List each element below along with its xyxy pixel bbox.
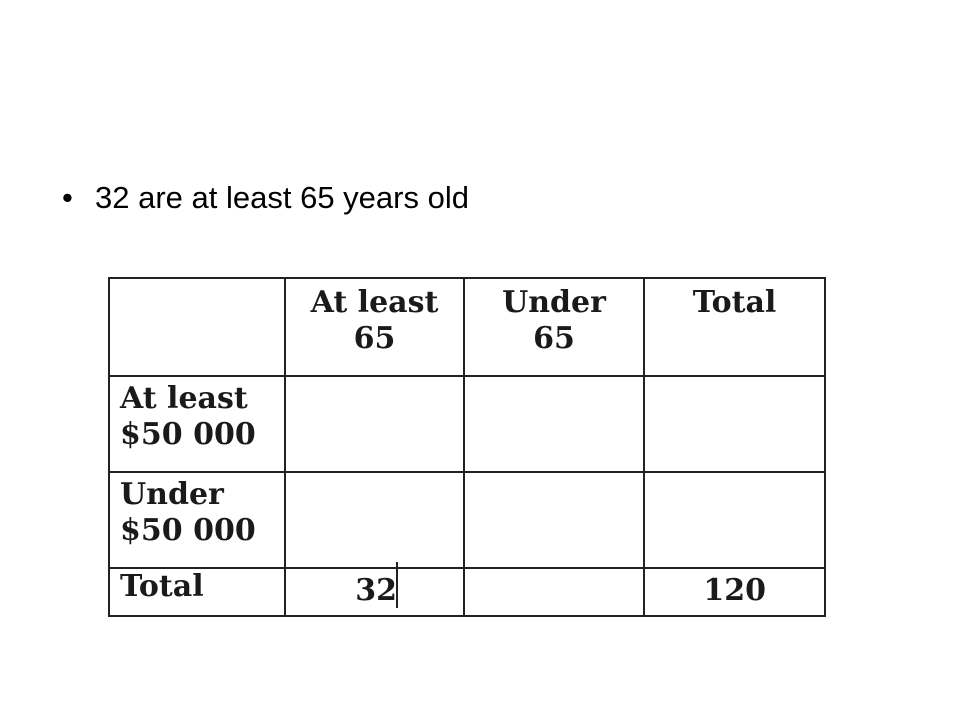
cell <box>284 471 465 569</box>
cell-divider <box>396 562 398 608</box>
row-header: At least $50 000 <box>108 375 286 473</box>
column-header: Under 65 <box>502 285 606 356</box>
empty-cell <box>108 277 286 377</box>
header-cell: At least 65 <box>284 277 465 377</box>
column-header: Total <box>692 285 777 320</box>
row-label: Under $50 000 <box>120 477 256 548</box>
header-cell: Under 65 <box>463 277 645 377</box>
row-header: Total <box>108 567 286 617</box>
cell <box>463 567 645 617</box>
cell <box>643 471 826 569</box>
row-label: At least $50 000 <box>120 381 256 452</box>
column-header: At least 65 <box>310 285 439 356</box>
cell <box>284 375 465 473</box>
bullet-text: 32 are at least 65 years old <box>95 180 469 215</box>
cell-value: 120 <box>703 573 766 608</box>
bullet-dot: • <box>62 180 73 215</box>
cell <box>463 375 645 473</box>
row-header: Under $50 000 <box>108 471 286 569</box>
cell <box>463 471 645 569</box>
cell: 32 <box>284 567 465 617</box>
cell: 120 <box>643 567 826 617</box>
row-label: Total <box>120 569 204 604</box>
header-cell: Total <box>643 277 826 377</box>
contingency-table: At least 65 Under 65 Total At least $50 … <box>108 277 826 617</box>
cell-value: 32 <box>355 573 397 608</box>
cell <box>643 375 826 473</box>
